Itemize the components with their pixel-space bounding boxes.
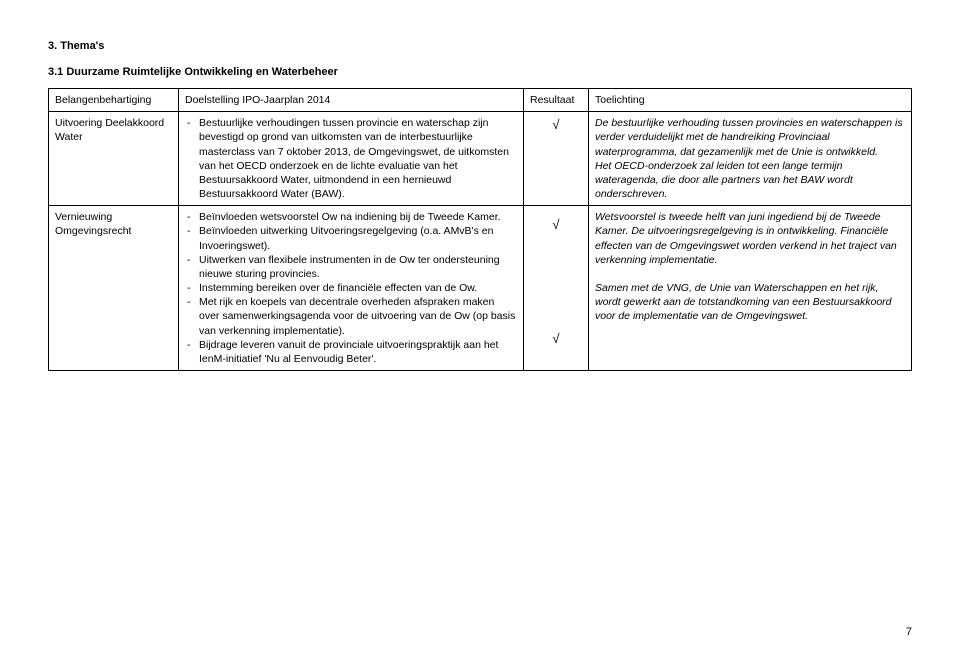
text-part: De bestuurlijke verhouding tussen provin…: [595, 117, 903, 157]
row2-col3: √ √: [524, 206, 589, 371]
list-item: Beïnvloeden uitwerking Uitvoeringsregelg…: [199, 224, 517, 252]
header-col4: Toelichting: [589, 89, 912, 112]
header-col1: Belangenbehartiging: [49, 89, 179, 112]
row1-col4: De bestuurlijke verhouding tussen provin…: [589, 112, 912, 206]
header-col3: Resultaat: [524, 89, 589, 112]
content-table: Belangenbehartiging Doelstelling IPO-Jaa…: [48, 88, 912, 371]
table-row: Vernieuwing Omgevingsrecht Beïnvloeden w…: [49, 206, 912, 371]
list-item: Beïnvloeden wetsvoorstel Ow na indiening…: [199, 210, 517, 224]
text-part: Het OECD-onderzoek zal leiden tot een la…: [595, 160, 853, 200]
table-row: Uitvoering Deelakkoord Water Bestuurlijk…: [49, 112, 912, 206]
check-mark: √: [530, 330, 582, 348]
row1-col3: √: [524, 112, 589, 206]
page-number: 7: [906, 626, 912, 638]
row1-col1: Uitvoering Deelakkoord Water: [49, 112, 179, 206]
text-part: De uitvoeringsregelgeving is in ontwikke…: [631, 225, 840, 237]
row2-col2: Beïnvloeden wetsvoorstel Ow na indiening…: [179, 206, 524, 371]
header-col2: Doelstelling IPO-Jaarplan 2014: [179, 89, 524, 112]
table-header-row: Belangenbehartiging Doelstelling IPO-Jaa…: [49, 89, 912, 112]
row1-col2: Bestuurlijke verhoudingen tussen provinc…: [179, 112, 524, 206]
row2-col4: Wetsvoorstel is tweede helft van juni in…: [589, 206, 912, 371]
row2-col1: Vernieuwing Omgevingsrecht: [49, 206, 179, 371]
section-title: 3. Thema's: [48, 40, 912, 52]
list-item: Uitwerken van flexibele instrumenten in …: [199, 253, 517, 281]
subsection-title: 3.1 Duurzame Ruimtelijke Ontwikkeling en…: [48, 66, 912, 78]
list-item: Bijdrage leveren vanuit de provinciale u…: [199, 338, 517, 366]
check-mark: √: [530, 216, 582, 234]
list-item: Met rijk en koepels van decentrale overh…: [199, 295, 517, 338]
list-item: Bestuurlijke verhoudingen tussen provinc…: [199, 116, 517, 201]
text-part: Samen met de VNG, de Unie van Waterschap…: [595, 282, 892, 322]
list-item: Instemming bereiken over de financiële e…: [199, 281, 517, 295]
